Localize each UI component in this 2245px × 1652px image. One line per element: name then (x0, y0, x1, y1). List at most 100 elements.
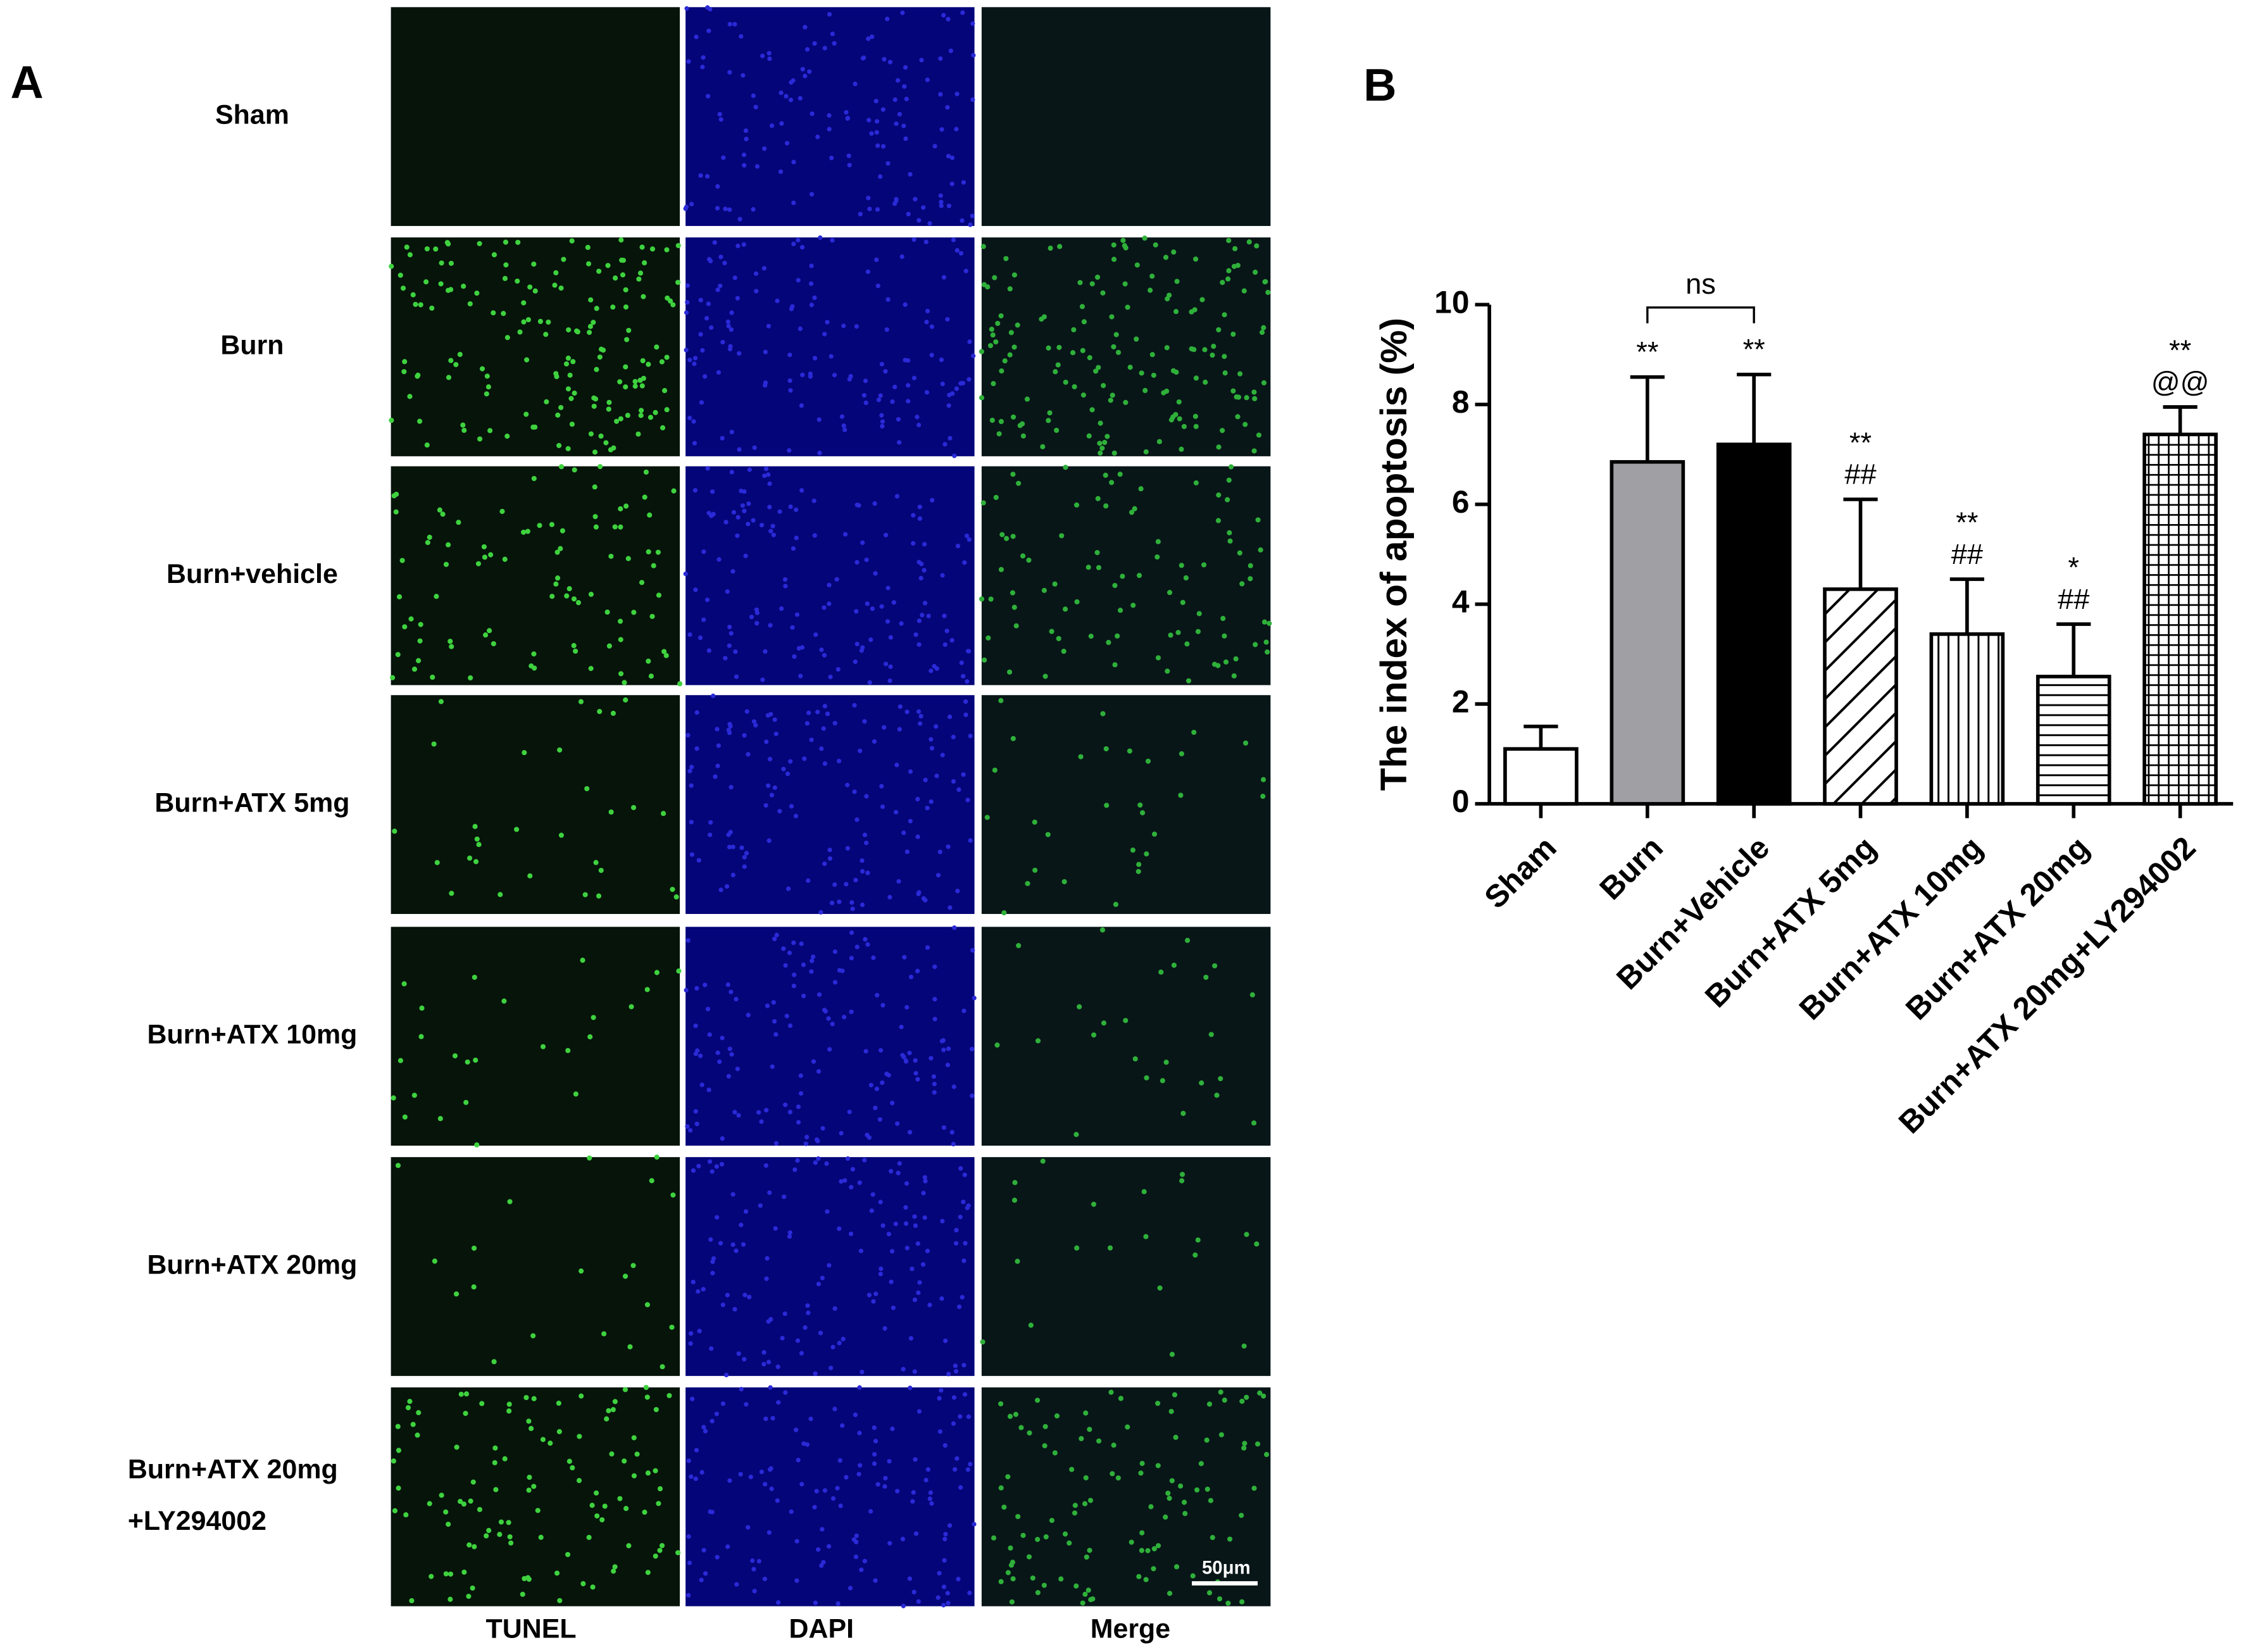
nucleus (799, 941, 804, 946)
nucleus (716, 557, 722, 562)
nucleus (894, 198, 899, 203)
nucleus (865, 269, 870, 274)
nucleus (812, 356, 818, 361)
nucleus (929, 668, 934, 673)
tunel-spot (1087, 355, 1092, 361)
tunel-spot (1244, 395, 1249, 401)
tunel-spot (482, 554, 488, 560)
nucleus (761, 1361, 766, 1367)
tunel-spot (1011, 604, 1017, 610)
nucleus (718, 117, 723, 122)
tunel-spot (1134, 336, 1139, 342)
tunel-spot (471, 1245, 477, 1251)
nucleus (941, 1603, 946, 1608)
y-tick-label: 2 (1452, 684, 1470, 719)
nucleus (686, 1593, 691, 1598)
nucleus (763, 466, 769, 472)
nucleus (922, 542, 927, 547)
nucleus (901, 830, 906, 835)
nucleus (852, 703, 857, 708)
nucleus (856, 1472, 861, 1477)
nucleus (935, 873, 941, 878)
nucleus (803, 1141, 808, 1146)
nucleus (801, 962, 806, 967)
nucleus (700, 347, 705, 353)
tunel-spot (639, 580, 645, 585)
tunel-spot (642, 1510, 647, 1515)
nucleus (869, 1208, 874, 1213)
nucleus (915, 1077, 920, 1082)
micrograph (391, 1387, 680, 1606)
tunel-spot (1163, 1514, 1168, 1520)
tunel-spot (631, 1473, 637, 1479)
tunel-spot (1184, 641, 1190, 647)
nucleus (904, 1004, 910, 1010)
nucleus (908, 1386, 913, 1391)
tunel-spot (594, 306, 599, 311)
nucleus (686, 59, 691, 64)
tunel-spot (624, 337, 630, 342)
nucleus (819, 647, 824, 653)
tunel-spot (1097, 450, 1103, 456)
nucleus (922, 601, 928, 606)
nucleus (791, 546, 796, 551)
nucleus (865, 601, 870, 606)
nucleus (773, 731, 779, 737)
tunel-spot (460, 422, 466, 428)
tunel-spot (552, 282, 558, 288)
significance-label: * (2068, 551, 2079, 584)
tunel-spot (578, 699, 584, 704)
tunel-spot (1181, 1499, 1187, 1505)
tunel-spot (417, 418, 423, 424)
tunel-spot (1202, 347, 1208, 353)
tunel-spot (585, 244, 591, 250)
nucleus (860, 540, 865, 546)
tunel-spot (605, 263, 611, 268)
tunel-spot (611, 1568, 616, 1574)
micrograph (981, 237, 1271, 456)
nucleus (860, 902, 865, 908)
nucleus (824, 1161, 829, 1167)
tunel-spot (664, 247, 670, 253)
nucleus (791, 160, 796, 165)
nucleus (837, 1226, 842, 1231)
tunel-spot (1263, 639, 1269, 645)
nucleus (887, 894, 892, 900)
nucleus (930, 497, 935, 503)
nucleus (911, 513, 916, 518)
tunel-spot (408, 616, 414, 622)
tunel-spot (599, 1517, 605, 1523)
nucleus (836, 758, 842, 763)
nucleus (887, 1541, 892, 1546)
nucleus (885, 619, 891, 624)
nucleus (835, 1486, 840, 1491)
nucleus (845, 115, 851, 121)
tunel-spot (1040, 444, 1046, 449)
nucleus (872, 1425, 877, 1430)
tunel-spot (634, 1451, 640, 1457)
tunel-spot (649, 613, 655, 619)
nucleus (800, 372, 805, 377)
nucleus (915, 1241, 920, 1246)
tunel-spot (476, 842, 482, 848)
tunel-spot (1015, 1513, 1021, 1520)
tunel-spot (456, 520, 461, 525)
tunel-spot (1043, 1534, 1049, 1540)
tunel-spot (632, 384, 638, 389)
tunel-spot (540, 1044, 546, 1049)
nucleus (942, 1536, 947, 1542)
nucleus (866, 118, 872, 123)
nucleus (794, 1578, 799, 1583)
nucleus (794, 507, 799, 512)
tunel-spot (1226, 237, 1232, 244)
nucleus (929, 1056, 934, 1061)
tunel-spot (391, 1458, 397, 1464)
nucleus (961, 772, 966, 777)
nucleus (915, 415, 920, 420)
nucleus (925, 1467, 931, 1472)
tunel-spot (1032, 819, 1037, 825)
nucleus (701, 1548, 706, 1553)
nucleus (743, 1209, 749, 1214)
nucleus (937, 849, 942, 854)
tunel-spot (996, 431, 1002, 437)
